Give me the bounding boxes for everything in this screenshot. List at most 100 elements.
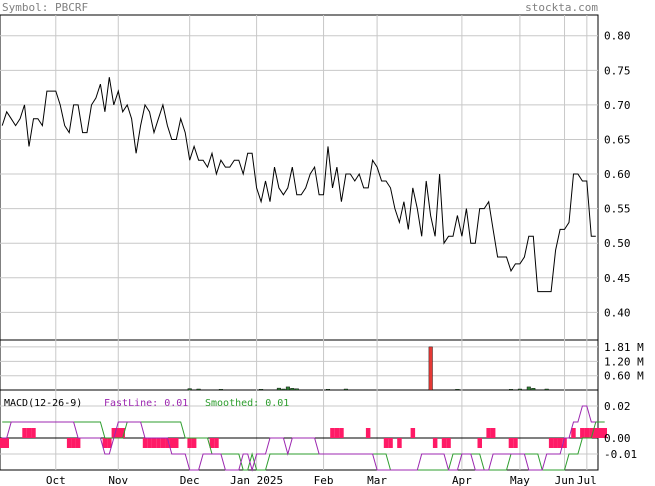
macd-histogram-bar (441, 438, 447, 448)
macd-histogram-bar (107, 438, 112, 448)
macd-histogram-bar (584, 428, 590, 438)
macd-tick-label: 0.00 (604, 432, 631, 445)
price-line (1, 77, 596, 293)
price-panel (0, 14, 599, 341)
price-tick-label: 0.55 (604, 203, 631, 216)
macd-histogram-bar (147, 438, 152, 448)
macd-histogram-bar (388, 438, 393, 448)
volume-bar (517, 388, 522, 391)
price-series (1, 77, 596, 293)
volume-bar (187, 388, 192, 391)
macd-histogram-bar (31, 428, 36, 438)
month-label: Mar (367, 474, 387, 486)
macd-histogram-bar (513, 438, 518, 448)
volume-bar (196, 388, 201, 391)
price-tick-label: 0.65 (604, 133, 631, 146)
macd-histogram-bar (116, 428, 121, 438)
month-label: Jan 2025 (230, 474, 283, 486)
macd-histogram-bar (446, 438, 451, 448)
macd-histogram-bar (410, 428, 416, 438)
macd-histogram-bar (598, 428, 603, 438)
macd-histogram-bar (589, 428, 594, 438)
volume-bar (276, 387, 281, 391)
month-label: Oct (46, 474, 66, 486)
macd-histogram-bar (26, 428, 32, 438)
month-label: May (510, 474, 530, 486)
macd-histogram-bar (490, 428, 496, 438)
site-label[interactable]: stockta.com (525, 1, 598, 14)
x-axis-labels: Oct Nov Dec Jan 2025 Feb Mar Apr May Jun Jul (46, 474, 597, 486)
volume-bar (259, 389, 264, 391)
macd-histogram-bar (432, 438, 438, 448)
volume-panel (0, 339, 599, 391)
macd-histogram-bar (22, 428, 27, 438)
macd-histogram-bar (169, 438, 175, 448)
macd-histogram-bar (142, 438, 148, 448)
macd-histogram-bar (187, 438, 192, 448)
macd-histogram-bar (111, 428, 117, 438)
macd-histogram-bar (66, 438, 72, 448)
macd-histogram-bar (165, 438, 170, 448)
macd-histogram-bar (71, 438, 76, 448)
price-tick-label: 0.50 (604, 237, 631, 250)
macd-histogram-bar (174, 438, 179, 448)
month-label: Jun (555, 474, 575, 486)
macd-histogram-bar (75, 438, 81, 448)
macd-histogram-bar (102, 438, 108, 448)
macd-histogram-bar (214, 438, 219, 448)
macd-histogram-bar (330, 428, 335, 438)
month-label: Feb (314, 474, 334, 486)
volume-series (187, 346, 549, 391)
macd-histogram-bar (486, 428, 491, 438)
macd-tick-label: -0.01 (604, 448, 637, 461)
volume-bar (531, 388, 536, 391)
month-label: Jul (577, 474, 597, 486)
macd-histogram-bar (383, 438, 389, 448)
month-label: Dec (180, 474, 200, 486)
macd-histogram-bar (191, 438, 197, 448)
macd-histogram-bar (120, 428, 125, 438)
y-axis-labels: 0.80 0.75 0.70 0.65 0.60 0.55 0.50 0.45 0.40 1.81… (604, 30, 644, 461)
smoothed-label: Smoothed: 0.01 (205, 398, 289, 409)
price-tick-label: 0.75 (604, 64, 631, 77)
volume-tick-label: 1.20 M (604, 355, 644, 368)
volume-bar (281, 388, 286, 391)
macd-histogram-bar (0, 438, 5, 448)
volume-bar (455, 389, 460, 391)
macd-histogram-bar (562, 438, 567, 448)
macd-histogram-bar (548, 438, 554, 448)
volume-bar (294, 388, 299, 391)
macd-histogram-bar (593, 428, 598, 438)
volume-bar (526, 386, 531, 391)
price-tick-label: 0.60 (604, 168, 631, 181)
month-label: Apr (452, 474, 472, 486)
macd-histogram-bar (580, 428, 585, 438)
volume-bar (218, 389, 223, 391)
volume-tick-label: 1.81 M (604, 341, 644, 354)
macd-histogram-bar (553, 438, 558, 448)
volume-bar (285, 386, 290, 391)
volume-bar (428, 346, 433, 391)
macd-histogram-bar (397, 438, 402, 448)
volume-bar (290, 388, 295, 391)
macd-histogram-bar (365, 428, 371, 438)
macd-fast-line (2, 405, 596, 472)
macd-histogram-bar (151, 438, 157, 448)
fastline-label: FastLine: 0.01 (104, 398, 188, 409)
macd-label: MACD(12-26-9) (4, 398, 82, 409)
price-tick-label: 0.70 (604, 99, 631, 112)
macd-tick-label: 0.02 (604, 400, 631, 413)
volume-bar (509, 389, 514, 391)
macd-series (0, 405, 607, 472)
macd-histogram-bar (602, 428, 607, 438)
macd-histogram-bar (4, 438, 9, 448)
volume-bar (544, 388, 549, 391)
price-tick-label: 0.45 (604, 272, 631, 285)
price-tick-label: 0.40 (604, 306, 631, 319)
macd-histogram-bar (557, 438, 563, 448)
macd-histogram-bar (156, 438, 161, 448)
macd-histogram-bar (339, 428, 344, 438)
macd-smoothed-line (2, 421, 605, 471)
price-tick-label: 0.80 (604, 30, 631, 43)
